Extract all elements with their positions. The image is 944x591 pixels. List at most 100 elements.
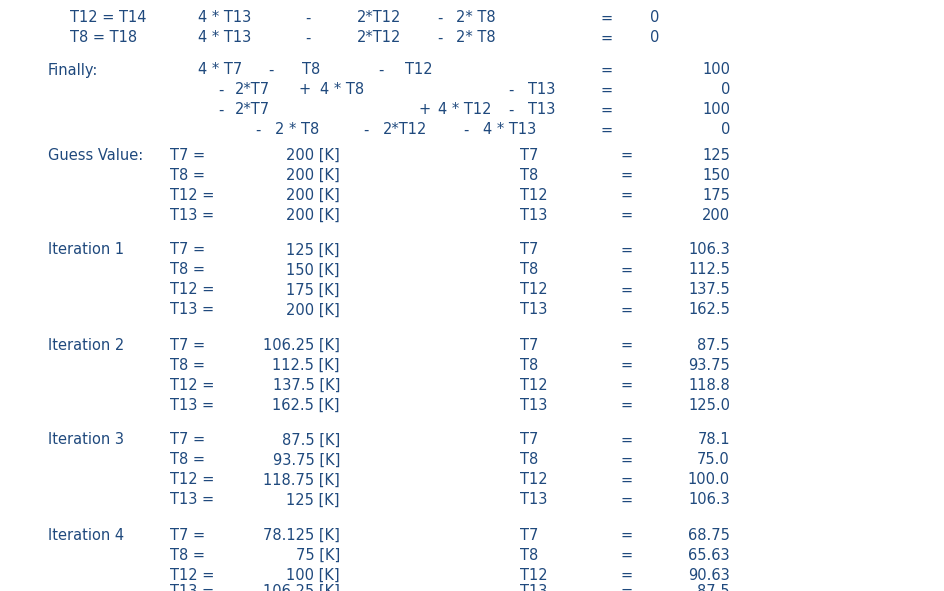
Text: 4 * T13: 4 * T13: [198, 11, 251, 25]
Text: =: =: [620, 453, 632, 467]
Text: T8: T8: [520, 358, 538, 372]
Text: 2*T12: 2*T12: [357, 11, 401, 25]
Text: T13 =: T13 =: [170, 492, 214, 508]
Text: =: =: [620, 547, 632, 563]
Text: T12 =: T12 =: [170, 378, 214, 392]
Text: -: -: [463, 122, 468, 138]
Text: 78.125 [K]: 78.125 [K]: [263, 528, 340, 543]
Text: =: =: [600, 63, 612, 77]
Text: T12: T12: [520, 567, 548, 583]
Text: 4 * T13: 4 * T13: [198, 31, 251, 46]
Text: T12 =: T12 =: [170, 567, 214, 583]
Text: 100.0: 100.0: [688, 472, 730, 488]
Text: 150 [K]: 150 [K]: [286, 262, 340, 278]
Text: T7: T7: [520, 528, 538, 543]
Text: -: -: [437, 11, 443, 25]
Text: T8: T8: [520, 262, 538, 278]
Text: 93.75: 93.75: [688, 358, 730, 372]
Text: T12: T12: [520, 187, 548, 203]
Text: T13 =: T13 =: [170, 207, 214, 222]
Text: =: =: [620, 262, 632, 278]
Text: Guess Value:: Guess Value:: [48, 148, 143, 163]
Text: T13: T13: [520, 398, 548, 413]
Text: 4 * T7: 4 * T7: [198, 63, 243, 77]
Text: +: +: [418, 102, 430, 118]
Text: T12: T12: [520, 378, 548, 392]
Text: -: -: [305, 31, 311, 46]
Text: 0: 0: [650, 31, 659, 46]
Text: 200: 200: [702, 207, 730, 222]
Text: =: =: [620, 358, 632, 372]
Text: T8: T8: [520, 547, 538, 563]
Text: T13 =: T13 =: [170, 583, 214, 591]
Text: 4 * T13: 4 * T13: [483, 122, 536, 138]
Text: T7 =: T7 =: [170, 242, 205, 258]
Text: T13 =: T13 =: [170, 398, 214, 413]
Text: -: -: [508, 102, 514, 118]
Text: 112.5 [K]: 112.5 [K]: [273, 358, 340, 372]
Text: 78.1: 78.1: [698, 433, 730, 447]
Text: 90.63: 90.63: [688, 567, 730, 583]
Text: 125 [K]: 125 [K]: [286, 242, 340, 258]
Text: 2*T7: 2*T7: [235, 102, 270, 118]
Text: =: =: [620, 187, 632, 203]
Text: T8 =: T8 =: [170, 262, 205, 278]
Text: =: =: [600, 83, 612, 98]
Text: 87.5: 87.5: [698, 583, 730, 591]
Text: 106.3: 106.3: [688, 492, 730, 508]
Text: T8: T8: [520, 453, 538, 467]
Text: 106.25 [K]: 106.25 [K]: [263, 337, 340, 352]
Text: T7: T7: [520, 433, 538, 447]
Text: 200 [K]: 200 [K]: [286, 303, 340, 317]
Text: T8: T8: [302, 63, 320, 77]
Text: 65.63: 65.63: [688, 547, 730, 563]
Text: Finally:: Finally:: [48, 63, 98, 77]
Text: 100: 100: [702, 63, 730, 77]
Text: T12 =: T12 =: [170, 282, 214, 297]
Text: 4 * T12: 4 * T12: [438, 102, 492, 118]
Text: 100: 100: [702, 102, 730, 118]
Text: 106.3: 106.3: [688, 242, 730, 258]
Text: 75.0: 75.0: [698, 453, 730, 467]
Text: =: =: [600, 122, 612, 138]
Text: =: =: [620, 242, 632, 258]
Text: 125 [K]: 125 [K]: [286, 492, 340, 508]
Text: +: +: [298, 83, 311, 98]
Text: -: -: [508, 83, 514, 98]
Text: Iteration 4: Iteration 4: [48, 528, 124, 543]
Text: T13: T13: [528, 83, 555, 98]
Text: 2* T8: 2* T8: [456, 31, 496, 46]
Text: T13: T13: [528, 102, 555, 118]
Text: T13 =: T13 =: [170, 303, 214, 317]
Text: T13: T13: [520, 303, 548, 317]
Text: T13: T13: [520, 207, 548, 222]
Text: T8 =: T8 =: [170, 358, 205, 372]
Text: 2 * T8: 2 * T8: [275, 122, 319, 138]
Text: -: -: [218, 102, 224, 118]
Text: 4 * T8: 4 * T8: [320, 83, 364, 98]
Text: =: =: [620, 492, 632, 508]
Text: 200 [K]: 200 [K]: [286, 187, 340, 203]
Text: 2* T8: 2* T8: [456, 11, 496, 25]
Text: 75 [K]: 75 [K]: [295, 547, 340, 563]
Text: T8 =: T8 =: [170, 453, 205, 467]
Text: T13: T13: [520, 583, 548, 591]
Text: 2*T12: 2*T12: [383, 122, 428, 138]
Text: 175: 175: [702, 187, 730, 203]
Text: 2*T12: 2*T12: [357, 31, 401, 46]
Text: -: -: [378, 63, 383, 77]
Text: T7 =: T7 =: [170, 337, 205, 352]
Text: T7: T7: [520, 337, 538, 352]
Text: T7: T7: [520, 148, 538, 163]
Text: T12 =: T12 =: [170, 187, 214, 203]
Text: =: =: [620, 148, 632, 163]
Text: =: =: [620, 433, 632, 447]
Text: T12: T12: [520, 282, 548, 297]
Text: =: =: [620, 567, 632, 583]
Text: 0: 0: [720, 122, 730, 138]
Text: -: -: [305, 11, 311, 25]
Text: 137.5 [K]: 137.5 [K]: [273, 378, 340, 392]
Text: Iteration 3: Iteration 3: [48, 433, 124, 447]
Text: T12 = T14: T12 = T14: [70, 11, 146, 25]
Text: T8 =: T8 =: [170, 547, 205, 563]
